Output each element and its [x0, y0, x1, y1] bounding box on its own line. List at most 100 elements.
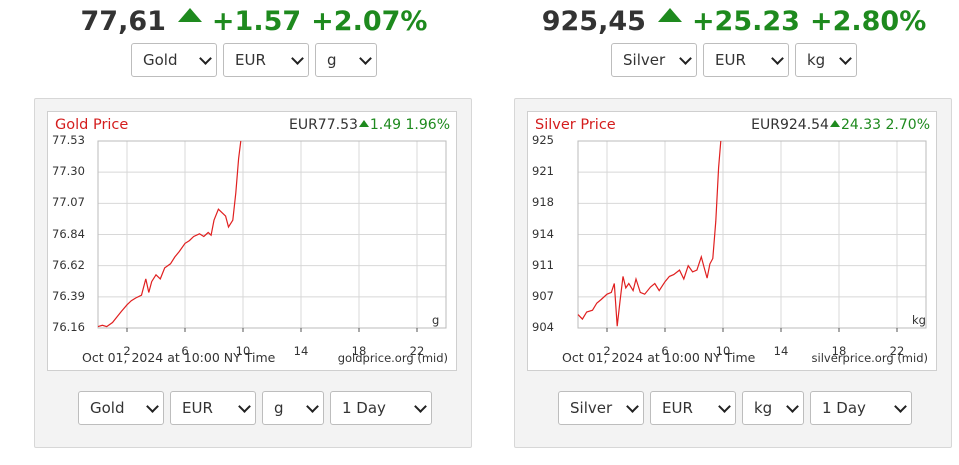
x-tick-label: 18: [351, 344, 367, 358]
select-value: kg: [807, 51, 826, 69]
metal-select-chart[interactable]: Silver: [558, 391, 644, 425]
up-arrow-icon: [177, 8, 202, 22]
chevron-down-icon: [718, 399, 731, 413]
select-value: 1 Day: [342, 399, 386, 417]
x-tick-label: 22: [889, 344, 905, 358]
plot-area: [97, 140, 447, 329]
y-tick-label: 914: [532, 226, 554, 241]
y-tick-label: 921: [532, 164, 554, 179]
select-value: kg: [754, 399, 773, 417]
price-change-percent: +2.80%: [809, 6, 927, 37]
select-value: Silver: [570, 399, 613, 417]
price-change: +25.23: [691, 6, 800, 37]
chevron-down-icon: [786, 399, 799, 413]
y-tick-label: 76.84: [52, 226, 85, 241]
y-tick-label: 77.30: [52, 164, 85, 179]
unit-select-chart[interactable]: kg: [742, 391, 804, 425]
y-tick-label: 76.62: [52, 257, 85, 272]
y-tick-label: 76.16: [52, 320, 85, 334]
chart-quote-percent: 2.70%: [885, 117, 930, 133]
chart-unit-label: g: [432, 313, 440, 327]
chart-select-row: Gold EUR g 1 Day: [35, 391, 475, 425]
select-value: g: [327, 51, 337, 69]
chevron-down-icon: [679, 51, 692, 65]
x-tick-label: 10: [235, 344, 251, 358]
x-tick-label: 14: [773, 344, 789, 358]
up-arrow-icon: [657, 8, 682, 22]
y-tick-label: 76.39: [52, 288, 85, 303]
currency-select-chart[interactable]: EUR: [650, 391, 736, 425]
currency-select-chart[interactable]: EUR: [170, 391, 256, 425]
select-value: Gold: [90, 399, 125, 417]
select-value: EUR: [715, 51, 746, 69]
chevron-down-icon: [894, 399, 907, 413]
currency-select[interactable]: EUR: [223, 43, 309, 77]
price-change: +1.57: [211, 6, 302, 37]
x-tick-label: 6: [661, 344, 669, 358]
price-series-line: [97, 140, 242, 328]
y-tick-label: 77.53: [52, 133, 85, 147]
x-tick-label: 22: [409, 344, 425, 358]
x-tick-label: 2: [123, 344, 131, 358]
chevron-down-icon: [238, 399, 251, 413]
chart-quote-price: EUR924.54: [751, 117, 829, 133]
chart-quote: EUR924.54 24.33 2.70%: [751, 117, 930, 133]
chevron-down-icon: [359, 51, 372, 65]
x-tick-label: 18: [831, 344, 847, 358]
unit-select-chart[interactable]: g: [262, 391, 324, 425]
chevron-down-icon: [626, 399, 639, 413]
chevron-down-icon: [291, 51, 304, 65]
current-price: 925,45: [541, 6, 646, 37]
unit-select[interactable]: kg: [795, 43, 857, 77]
select-value: EUR: [235, 51, 266, 69]
chart-panel: Gold Price EUR77.53 1.49 1.96% g Oct 01, …: [34, 98, 472, 448]
y-tick-label: 911: [532, 257, 554, 272]
select-value: EUR: [662, 399, 693, 417]
price-series-line: [577, 140, 722, 327]
chevron-down-icon: [414, 399, 427, 413]
select-value: g: [274, 399, 284, 417]
chevron-down-icon: [306, 399, 319, 413]
period-select[interactable]: 1 Day: [810, 391, 912, 425]
chart-title: Silver Price: [535, 117, 616, 133]
top-select-row: Gold EUR g: [34, 43, 474, 77]
x-tick-label: 14: [293, 344, 309, 358]
top-select-row: Silver EUR kg: [514, 43, 954, 77]
current-price: 77,61: [80, 6, 166, 37]
unit-select[interactable]: g: [315, 43, 377, 77]
price-quote: 77,61 +1.57 +2.07%: [34, 6, 474, 37]
chart-quote-change: 24.33: [840, 117, 882, 133]
chart-quote: EUR77.53 1.49 1.96%: [289, 117, 450, 133]
y-tick-label: 77.07: [52, 195, 85, 210]
select-value: Silver: [623, 51, 666, 69]
select-value: EUR: [182, 399, 213, 417]
metal-select[interactable]: Silver: [611, 43, 697, 77]
chart-select-row: Silver EUR kg 1 Day: [515, 391, 955, 425]
select-value: 1 Day: [822, 399, 866, 417]
price-change-percent: +2.07%: [311, 6, 428, 37]
price-chart: Gold Price EUR77.53 1.49 1.96% g Oct 01, …: [47, 111, 457, 371]
chart-quote-price: EUR77.53: [288, 117, 358, 133]
chart-timestamp: Oct 01, 2024 at 10:00 NY Time: [562, 350, 756, 365]
chart-unit-label: kg: [912, 313, 926, 327]
chevron-down-icon: [146, 399, 159, 413]
chart-title: Gold Price: [55, 117, 129, 133]
y-tick-label: 918: [532, 195, 554, 210]
x-tick-label: 6: [181, 344, 189, 358]
chart-svg: [577, 140, 927, 332]
select-value: Gold: [143, 51, 178, 69]
y-tick-label: 904: [532, 320, 554, 334]
metal-select[interactable]: Gold: [131, 43, 217, 77]
x-tick-label: 10: [715, 344, 731, 358]
period-select[interactable]: 1 Day: [330, 391, 432, 425]
up-triangle-icon: [829, 120, 840, 127]
chart-quote-percent: 1.96%: [405, 117, 450, 133]
metal-select-chart[interactable]: Gold: [78, 391, 164, 425]
plot-area: [577, 140, 927, 329]
currency-select[interactable]: EUR: [703, 43, 789, 77]
price-chart: Silver Price EUR924.54 24.33 2.70% kg Oct…: [527, 111, 937, 371]
chart-panel: Silver Price EUR924.54 24.33 2.70% kg Oct…: [514, 98, 952, 448]
x-tick-label: 2: [603, 344, 611, 358]
y-tick-label: 925: [532, 133, 554, 147]
chevron-down-icon: [771, 51, 784, 65]
